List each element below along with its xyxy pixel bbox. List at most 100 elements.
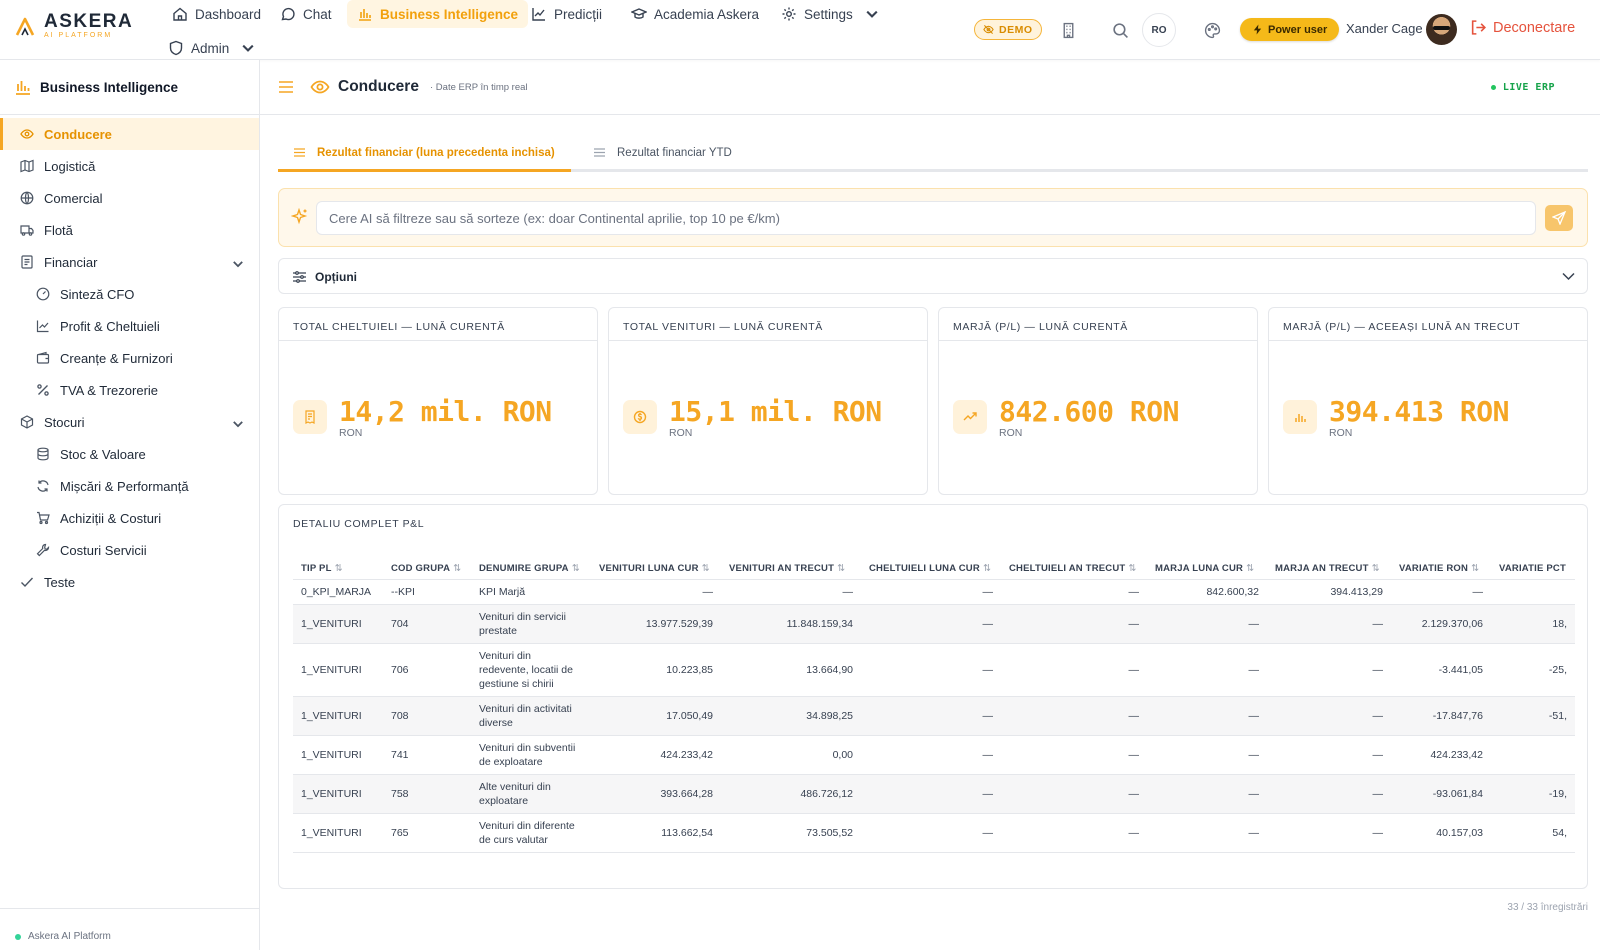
sidebar-item-label: Financiar bbox=[44, 254, 98, 270]
database-icon bbox=[37, 447, 49, 461]
sidebar-item-profit-cheltuieli[interactable]: Profit & Cheltuieli bbox=[0, 310, 259, 342]
column-header[interactable]: VARIATIE PCT bbox=[1491, 546, 1575, 580]
ai-prompt-input[interactable]: Cere AI să filtreze sau să sorteze (ex: … bbox=[316, 201, 1536, 235]
tab-rezultat-ytd[interactable]: Rezultat financiar YTD bbox=[578, 136, 748, 169]
table-cell: — bbox=[1267, 696, 1391, 736]
logout-button[interactable]: Deconectare bbox=[1470, 19, 1575, 36]
building-button[interactable] bbox=[1052, 14, 1084, 46]
eye-off-icon bbox=[983, 24, 994, 35]
table-row[interactable]: 1_VENITURI 706 Venituri din redevente, loc… bbox=[293, 643, 1575, 697]
nav-academia[interactable]: Academia Askera bbox=[621, 0, 769, 28]
table-cell: -19, bbox=[1491, 774, 1575, 814]
sidebar-item-comercial[interactable]: Comercial bbox=[0, 182, 259, 214]
column-header[interactable]: VENITURI LUNA CUR ⇅ bbox=[591, 546, 721, 580]
sidebar-item-costuri-servicii[interactable]: Costuri Servicii bbox=[0, 534, 259, 566]
table-cell: — bbox=[1147, 813, 1267, 853]
table-row[interactable]: 1_VENITURI 758 Alte venituri din exploatar… bbox=[293, 774, 1575, 814]
column-header[interactable]: COD GRUPA ⇅ bbox=[383, 546, 471, 580]
column-header[interactable]: DENUMIRE GRUPA ⇅ bbox=[471, 546, 591, 580]
gauge-icon bbox=[36, 287, 50, 301]
table-cell: 10.223,85 bbox=[591, 643, 721, 697]
table-cell: — bbox=[1391, 579, 1491, 605]
search-button[interactable] bbox=[1104, 14, 1136, 46]
box-icon bbox=[20, 415, 34, 429]
bar-chart-icon bbox=[359, 9, 371, 21]
table-row[interactable]: 1_VENITURI 708 Venituri din activitati div… bbox=[293, 696, 1575, 736]
sidebar-item-flota[interactable]: Flotă bbox=[0, 214, 259, 246]
graduation-cap-icon bbox=[631, 8, 647, 19]
shield-icon bbox=[169, 40, 183, 56]
sidebar-item-label: Achiziții & Costuri bbox=[60, 510, 162, 526]
footer-label: Askera AI Platform bbox=[28, 931, 111, 942]
tab-rezultat-luna[interactable]: Rezultat financiar (luna precedenta inch… bbox=[278, 136, 571, 172]
sidebar-item-stoc-valoare[interactable]: Stoc & Valoare bbox=[0, 438, 259, 470]
sidebar-item-financiar[interactable]: Financiar bbox=[0, 246, 259, 278]
table-cell: — bbox=[861, 643, 1001, 697]
user-name[interactable]: Xander Cage bbox=[1346, 21, 1423, 36]
language-button[interactable]: RO bbox=[1142, 13, 1176, 47]
chevron-down-icon bbox=[233, 261, 243, 268]
chevron-down-icon bbox=[233, 421, 243, 428]
nav-label: Predicții bbox=[554, 6, 603, 22]
table-cell: — bbox=[1147, 643, 1267, 697]
table-cell: Venituri din diferente de curs valutar bbox=[471, 813, 591, 853]
table-row[interactable]: 0_KPI_MARJA --KPI KPI Marjă — — — —842.600,32 3… bbox=[293, 579, 1575, 605]
column-header[interactable]: VENITURI AN TRECUT ⇅ bbox=[721, 546, 861, 580]
sidebar-item-logistica[interactable]: Logistică bbox=[0, 150, 259, 182]
sidebar-item-stocuri[interactable]: Stocuri bbox=[0, 406, 259, 438]
column-header[interactable]: MARJA LUNA CUR ⇅ bbox=[1147, 546, 1267, 580]
divider bbox=[0, 114, 259, 115]
sidebar-item-tva-trezorerie[interactable]: TVA & Trezorerie bbox=[0, 374, 259, 406]
column-header[interactable]: TIP PL ⇅ bbox=[293, 546, 383, 580]
column-header[interactable]: VARIATIE RON ⇅ bbox=[1391, 546, 1491, 580]
sidebar-item-sinteza-cfo[interactable]: Sinteză CFO bbox=[0, 278, 259, 310]
nav-business-intelligence[interactable]: Business Intelligence bbox=[347, 0, 529, 28]
sidebar-item-teste[interactable]: Teste bbox=[0, 566, 259, 598]
trend-icon bbox=[532, 8, 545, 21]
theme-button[interactable] bbox=[1196, 14, 1228, 46]
nav-predictii[interactable]: Predicții bbox=[521, 0, 612, 28]
table-row[interactable]: 1_VENITURI 704 Venituri din servicii prest… bbox=[293, 604, 1575, 644]
kpi-value: 15,1 mil. RON bbox=[669, 395, 882, 428]
table-cell: 424.233,42 bbox=[1391, 735, 1491, 775]
hamburger-menu-icon[interactable] bbox=[278, 80, 294, 94]
sort-icon: ⇅ bbox=[982, 562, 992, 574]
nav-admin[interactable]: Admin bbox=[158, 34, 266, 62]
table-cell bbox=[1491, 735, 1575, 775]
column-header[interactable]: MARJA AN TRECUT ⇅ bbox=[1267, 546, 1391, 580]
nav-dashboard[interactable]: Dashboard bbox=[162, 0, 271, 28]
nav-settings[interactable]: Settings bbox=[771, 0, 890, 28]
search-icon bbox=[1112, 22, 1128, 38]
table-cell: 1_VENITURI bbox=[293, 735, 383, 775]
brand-logo[interactable]: ASKERA AI PLATFORM bbox=[14, 12, 133, 41]
table-row[interactable]: 1_VENITURI 741 Venituri din subventii de e… bbox=[293, 735, 1575, 775]
sidebar-item-achizitii-costuri[interactable]: Achiziții & Costuri bbox=[0, 502, 259, 534]
tab-label: Rezultat financiar (luna precedenta inch… bbox=[317, 146, 555, 159]
send-button[interactable] bbox=[1545, 205, 1573, 231]
sidebar-item-conducere[interactable]: Conducere bbox=[0, 118, 259, 150]
column-header[interactable]: CHELTUIELI LUNA CUR ⇅ bbox=[861, 546, 1001, 580]
ai-filter-box: Cere AI să filtreze sau să sorteze (ex: … bbox=[278, 188, 1588, 247]
options-accordion[interactable]: Opțiuni bbox=[278, 258, 1588, 294]
table-cell: 1_VENITURI bbox=[293, 604, 383, 644]
kpi-value: 842.600 RON bbox=[999, 395, 1179, 428]
table-cell: 758 bbox=[383, 774, 471, 814]
avatar[interactable] bbox=[1426, 14, 1457, 45]
sidebar-item-label: Stoc & Valoare bbox=[60, 446, 146, 462]
column-header[interactable]: CHELTUIELI AN TRECUT ⇅ bbox=[1001, 546, 1147, 580]
table-cell: -93.061,84 bbox=[1391, 774, 1491, 814]
nav-chat[interactable]: Chat bbox=[270, 0, 342, 28]
table-cell: 1_VENITURI bbox=[293, 696, 383, 736]
nav-label: Academia Askera bbox=[654, 6, 760, 22]
table-header-row: TIP PL ⇅ COD GRUPA ⇅ DENUMIRE GRUPA ⇅ VENIT… bbox=[293, 546, 1575, 580]
wrench-icon bbox=[36, 543, 50, 557]
sort-icon: ⇅ bbox=[334, 562, 343, 574]
table-row[interactable]: 1_VENITURI 765 Venituri din diferente de c… bbox=[293, 813, 1575, 853]
live-erp-indicator: LIVE ERP bbox=[1490, 82, 1555, 93]
power-user-badge[interactable]: Power user bbox=[1240, 18, 1340, 41]
table-cell: — bbox=[1001, 604, 1147, 644]
sidebar-item-creante-furnizori[interactable]: Creanțe & Furnizori bbox=[0, 342, 259, 374]
demo-badge[interactable]: DEMO bbox=[974, 19, 1042, 40]
kpi-unit: RON bbox=[339, 427, 363, 439]
sidebar-item-miscari-performanta[interactable]: Mișcări & Performanță bbox=[0, 470, 259, 502]
